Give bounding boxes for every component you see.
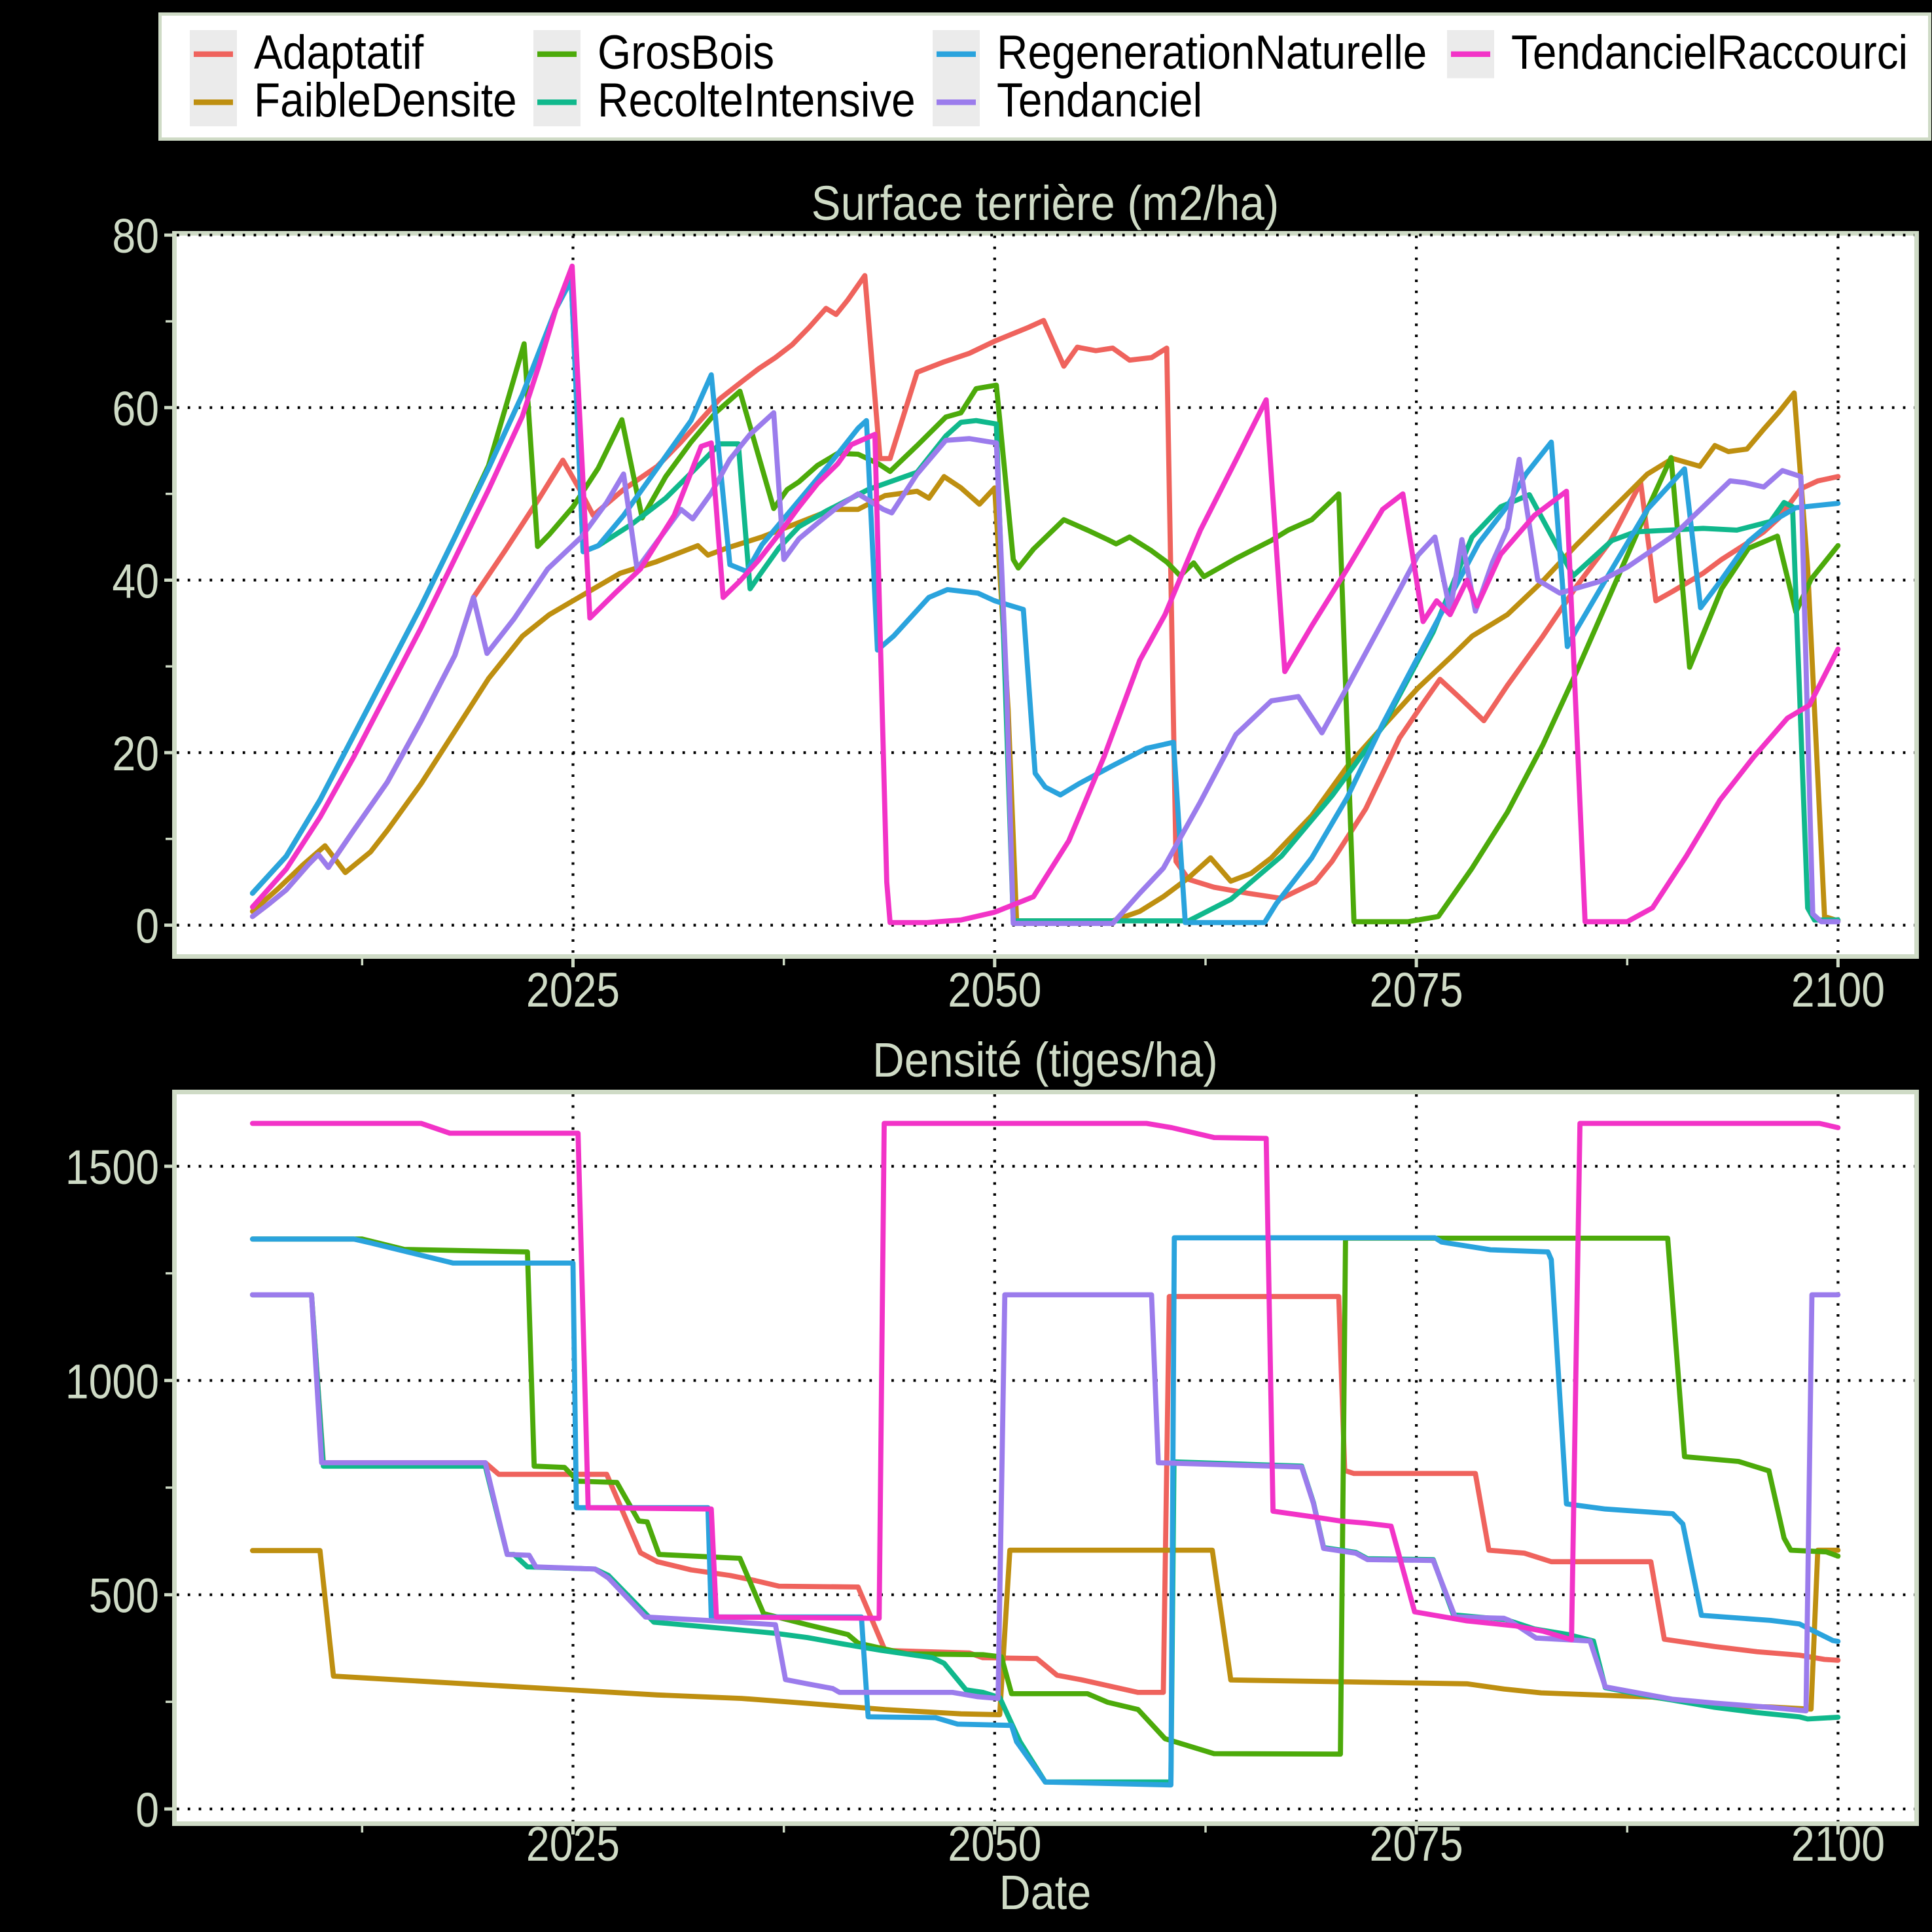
svg-text:Adaptatif: Adaptatif [254, 26, 424, 79]
svg-text:2075: 2075 [1370, 1817, 1463, 1871]
svg-text:GrosBois: GrosBois [598, 26, 774, 79]
svg-text:40: 40 [112, 554, 159, 608]
svg-text:2025: 2025 [526, 963, 620, 1017]
svg-text:Tendanciel: Tendanciel [997, 73, 1202, 127]
svg-text:2050: 2050 [948, 1817, 1041, 1871]
svg-text:80: 80 [112, 209, 159, 263]
svg-text:20: 20 [112, 726, 159, 781]
svg-text:Date: Date [999, 1865, 1092, 1920]
svg-text:1500: 1500 [65, 1140, 159, 1194]
svg-text:Surface terrière (m2/ha): Surface terrière (m2/ha) [812, 176, 1279, 230]
svg-text:Densité (tiges/ha): Densité (tiges/ha) [872, 1033, 1218, 1087]
svg-text:2050: 2050 [948, 963, 1041, 1017]
svg-text:1000: 1000 [65, 1354, 159, 1408]
svg-text:500: 500 [89, 1568, 159, 1622]
svg-text:0: 0 [135, 1783, 159, 1837]
svg-text:RegenerationNaturelle: RegenerationNaturelle [997, 26, 1427, 79]
svg-text:2100: 2100 [1791, 963, 1885, 1017]
svg-text:2100: 2100 [1791, 1817, 1885, 1871]
svg-text:60: 60 [112, 382, 159, 436]
svg-text:FaibleDensite: FaibleDensite [254, 73, 517, 127]
svg-text:2075: 2075 [1370, 963, 1463, 1017]
svg-text:0: 0 [135, 899, 159, 953]
svg-text:TendancielRaccourci: TendancielRaccourci [1511, 26, 1908, 79]
svg-text:2025: 2025 [526, 1817, 620, 1871]
svg-text:RecolteIntensive: RecolteIntensive [598, 73, 916, 127]
